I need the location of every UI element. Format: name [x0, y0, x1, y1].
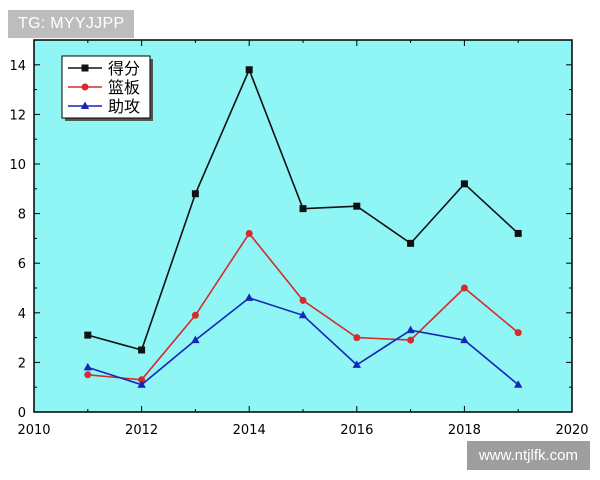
- data-point-assists: [298, 310, 308, 319]
- legend-marker-rebounds: [81, 83, 89, 91]
- data-point-assists: [245, 293, 254, 301]
- data-point-score: [460, 180, 468, 188]
- x-tick-label: 2016: [340, 423, 373, 438]
- data-point-score: [245, 66, 253, 74]
- data-point-assists: [460, 335, 469, 344]
- watermark-top-left: TG: MYYJJPP: [8, 10, 135, 38]
- data-point-rebounds: [353, 334, 361, 342]
- y-tick-label: 12: [9, 108, 26, 123]
- data-point-assists: [352, 360, 361, 368]
- data-point-assists: [514, 380, 523, 388]
- data-point-rebounds: [245, 229, 253, 237]
- legend-label-rebounds: 篮板: [108, 78, 140, 97]
- series-layer: [83, 66, 523, 388]
- x-tick-label: 2012: [125, 423, 158, 438]
- data-point-score: [84, 331, 92, 339]
- data-point-rebounds: [299, 296, 307, 304]
- legend-label-score: 得分: [108, 59, 140, 78]
- data-point-assists: [137, 380, 146, 388]
- data-point-rebounds: [84, 371, 92, 379]
- legend-label-assists: 助攻: [108, 97, 140, 116]
- data-point-score: [353, 202, 361, 210]
- data-point-score: [299, 205, 307, 213]
- y-tick-label: 10: [9, 158, 26, 173]
- y-tick-label: 2: [18, 356, 26, 371]
- y-tick-label: 0: [18, 406, 26, 421]
- data-point-rebounds: [407, 336, 415, 344]
- legend-marker-assists: [80, 101, 90, 109]
- data-point-rebounds: [138, 376, 146, 384]
- data-point-assists: [83, 362, 92, 371]
- y-tick-label: 14: [9, 59, 26, 74]
- x-tick-label: 2014: [233, 423, 266, 438]
- watermark-bottom-right: www.ntjlfk.com: [466, 441, 590, 470]
- data-point-rebounds: [191, 311, 199, 319]
- y-tick-label: 4: [18, 307, 26, 322]
- data-point-assists: [191, 335, 200, 344]
- x-tick-label: 2018: [448, 423, 481, 438]
- legend-marker-score: [81, 64, 89, 72]
- data-point-score: [514, 229, 522, 237]
- data-point-score: [138, 346, 146, 354]
- series-score: [84, 66, 522, 354]
- y-tick-label: 6: [18, 257, 26, 272]
- data-point-rebounds: [514, 329, 522, 337]
- x-tick-label: 2010: [17, 423, 50, 438]
- axis-ticks: 2010 2012 2014 2016 2018 2020 0 2 4 6 8 10 12 14: [9, 39, 589, 438]
- y-tick-label: 8: [18, 208, 26, 223]
- data-point-score: [407, 239, 415, 247]
- data-point-rebounds: [460, 284, 468, 292]
- data-point-assists: [406, 325, 415, 334]
- data-point-score: [191, 190, 199, 198]
- x-tick-label: 2020: [555, 423, 588, 438]
- series-assists: [83, 293, 523, 388]
- plot-frame: [33, 39, 573, 413]
- series-rebounds: [84, 229, 522, 384]
